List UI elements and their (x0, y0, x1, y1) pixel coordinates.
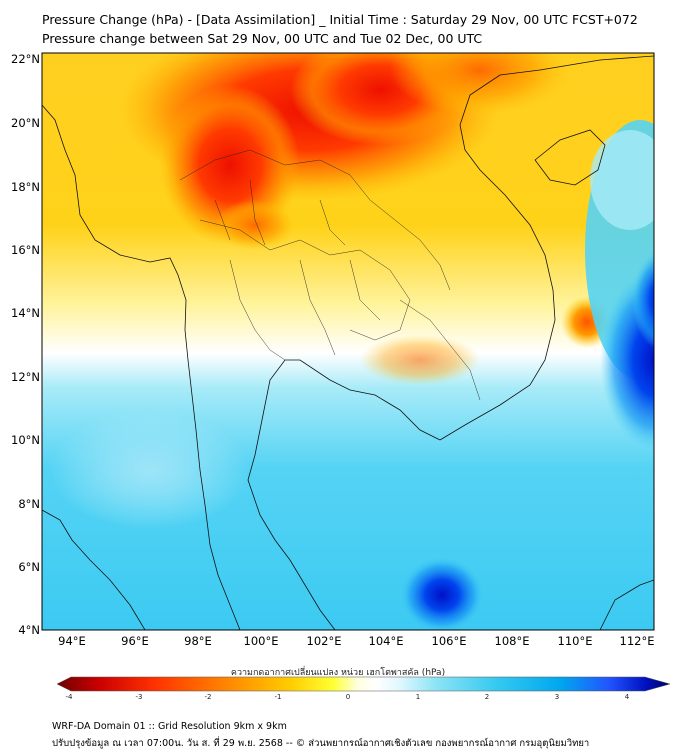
lat-label: 10°N (11, 433, 40, 447)
colorbar-tick: -2 (204, 693, 212, 701)
footer-model-info: WRF-DA Domain 01 :: Grid Resolution 9km … (52, 721, 287, 732)
provincial-borders (179, 149, 481, 401)
colorbar-tick: 0 (345, 693, 351, 701)
footer-credit: ปรับปรุงข้อมูล ณ เวลา 07:00น. วัน ส. ที่… (52, 738, 590, 749)
lat-label: 22°N (11, 52, 40, 66)
lat-label: 14°N (11, 306, 40, 320)
lon-label: 104°E (368, 634, 404, 648)
lon-label: 98°E (184, 634, 212, 648)
lat-label: 4°N (18, 623, 40, 637)
colorbar-title: ความกดอากาศเปลี่ยนแปลง หน่วย เฮกโตพาสคัล… (230, 668, 446, 678)
lon-label: 112°E (619, 634, 655, 648)
colorbar-tick: -4 (65, 693, 73, 701)
colorbar-tick: 2 (484, 693, 490, 701)
lon-label: 100°E (243, 634, 279, 648)
lat-label: 6°N (18, 560, 40, 574)
colorbar-bar (56, 676, 671, 692)
lon-label: 110°E (557, 634, 593, 648)
colorbar (56, 676, 671, 692)
colorbar-tick: 3 (554, 693, 560, 701)
lat-label: 16°N (11, 243, 40, 257)
map-frame (41, 52, 655, 631)
lat-label: 20°N (11, 116, 40, 130)
map-subtitle: Pressure change between Sat 29 Nov, 00 U… (42, 31, 483, 46)
colorbar-tick: -1 (274, 693, 282, 701)
lat-label: 18°N (11, 180, 40, 194)
lat-label: 12°N (11, 370, 40, 384)
coastlines (42, 55, 654, 630)
lon-label: 102°E (306, 634, 342, 648)
lat-label: 8°N (18, 497, 40, 511)
lon-label: 94°E (58, 634, 86, 648)
pressure-field (42, 53, 654, 630)
colorbar-tick: -3 (135, 693, 143, 701)
map-title: Pressure Change (hPa) - [Data Assimilati… (42, 12, 638, 27)
colorbar-tick: 4 (624, 693, 630, 701)
colorbar-tick: 1 (415, 693, 421, 701)
lon-label: 108°E (494, 634, 530, 648)
lon-label: 106°E (431, 634, 467, 648)
lon-label: 96°E (121, 634, 149, 648)
